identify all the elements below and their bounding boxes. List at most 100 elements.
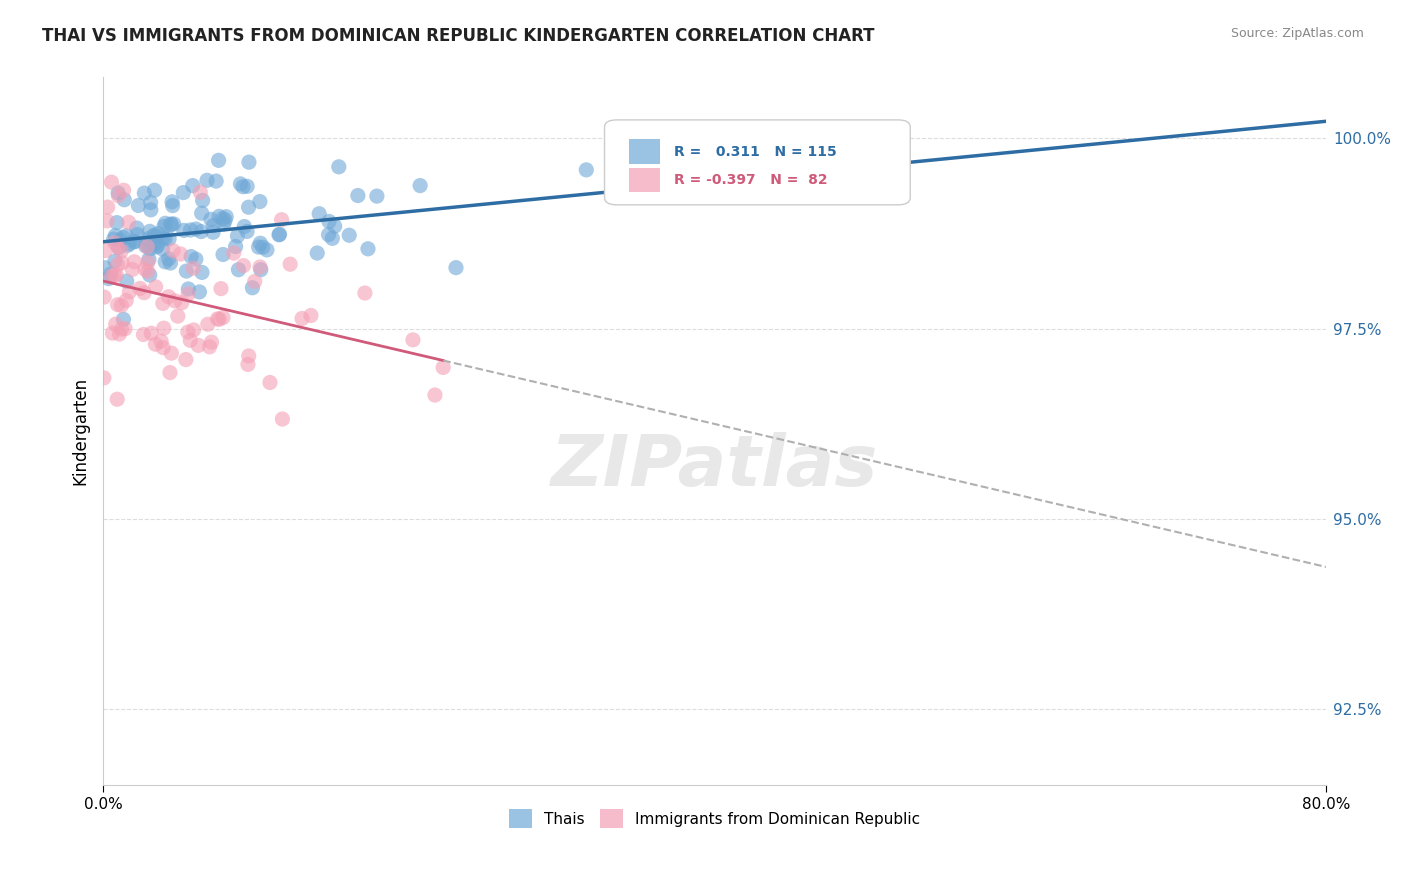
Point [139, 224, 162, 238]
FancyBboxPatch shape [605, 120, 910, 205]
Point [124, 254, 146, 268]
Point [143, 183, 166, 197]
Point [125, 221, 148, 235]
Point [100, 269, 122, 284]
Point [243, 275, 266, 289]
Point [97, 200, 120, 214]
Point [101, 326, 124, 340]
FancyBboxPatch shape [628, 168, 659, 193]
Point [93, 290, 115, 304]
Point [318, 214, 340, 228]
Point [299, 309, 322, 323]
Point [610, 183, 633, 197]
Point [215, 210, 238, 224]
Point [117, 238, 139, 252]
Point [104, 254, 127, 268]
Point [198, 340, 221, 354]
Point [108, 326, 131, 341]
Point [107, 258, 129, 272]
Point [152, 341, 174, 355]
Point [141, 326, 163, 341]
Point [145, 280, 167, 294]
Point [134, 186, 156, 200]
Point [236, 358, 259, 372]
Point [212, 247, 235, 261]
Point [222, 246, 245, 260]
Point [173, 223, 195, 237]
Point [308, 207, 330, 221]
Point [176, 264, 198, 278]
Point [115, 293, 138, 308]
Point [166, 309, 188, 323]
Point [163, 293, 186, 308]
Point [107, 240, 129, 254]
Text: ZIPatlas: ZIPatlas [551, 432, 879, 501]
Point [357, 242, 380, 256]
Point [188, 186, 211, 200]
FancyBboxPatch shape [628, 139, 659, 164]
Point [181, 261, 204, 276]
Point [114, 321, 136, 335]
Point [139, 202, 162, 217]
Point [150, 334, 173, 349]
Point [138, 268, 160, 282]
Point [214, 213, 236, 227]
Point [190, 206, 212, 220]
Point [278, 257, 301, 271]
Point [93, 371, 115, 385]
Point [228, 262, 250, 277]
Point [172, 186, 194, 200]
Point [136, 240, 159, 254]
Point [174, 352, 197, 367]
Point [138, 252, 160, 267]
Point [107, 188, 129, 202]
Point [145, 240, 167, 254]
Point [152, 321, 174, 335]
Point [328, 160, 350, 174]
Point [191, 194, 214, 208]
Point [337, 228, 360, 243]
Point [111, 256, 134, 270]
Point [132, 285, 155, 300]
Point [155, 216, 177, 230]
Point [432, 360, 454, 375]
Point [177, 287, 200, 301]
Point [94, 244, 117, 258]
Point [197, 318, 219, 332]
Point [347, 188, 370, 202]
Point [202, 225, 225, 239]
Point [159, 366, 181, 380]
Point [212, 310, 235, 325]
Point [136, 238, 159, 252]
Point [127, 227, 149, 242]
Point [124, 235, 146, 249]
Point [187, 338, 209, 352]
Point [139, 242, 162, 256]
Point [112, 193, 135, 207]
Point [143, 236, 166, 251]
Point [247, 240, 270, 254]
Point [202, 219, 225, 233]
Point [110, 244, 132, 259]
Text: THAI VS IMMIGRANTS FROM DOMINICAN REPUBLIC KINDERGARTEN CORRELATION CHART: THAI VS IMMIGRANTS FROM DOMINICAN REPUBL… [42, 27, 875, 45]
Point [117, 215, 139, 229]
Point [136, 265, 159, 279]
Point [200, 212, 222, 227]
Point [132, 327, 155, 342]
Text: R =   0.311   N = 115: R = 0.311 N = 115 [675, 145, 837, 159]
Point [105, 216, 128, 230]
Point [143, 229, 166, 244]
Point [208, 312, 231, 326]
Point [180, 250, 202, 264]
Point [191, 265, 214, 279]
Point [157, 290, 180, 304]
Point [238, 349, 260, 363]
Point [575, 162, 598, 177]
Point [162, 244, 184, 258]
Point [118, 236, 141, 251]
Text: R = -0.397   N =  82: R = -0.397 N = 82 [675, 173, 828, 187]
Point [129, 281, 152, 295]
Point [115, 274, 138, 288]
Point [110, 298, 132, 312]
Point [146, 227, 169, 241]
